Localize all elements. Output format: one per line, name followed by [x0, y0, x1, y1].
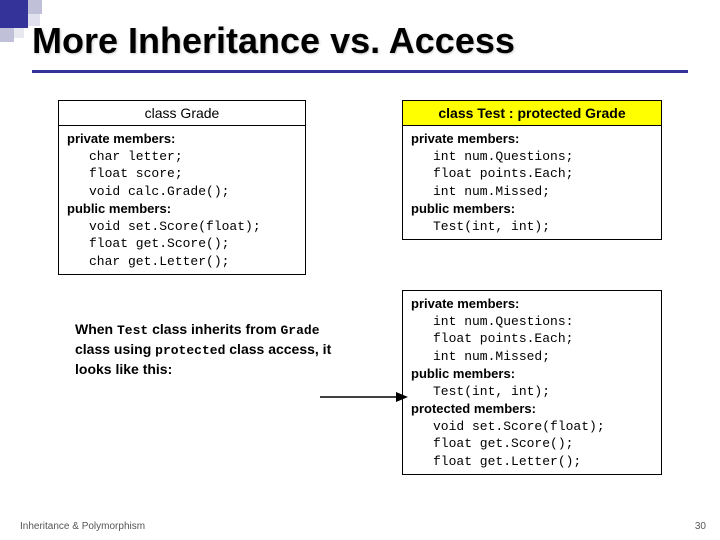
code-line: void calc.Grade(); — [67, 183, 297, 201]
code-line: void set.Score(float); — [411, 418, 653, 436]
code-line: float get.Score(); — [411, 435, 653, 453]
code-line: int num.Questions; — [411, 148, 653, 166]
caption-part: Grade — [281, 323, 320, 338]
decor-square — [14, 28, 24, 38]
test-body: private members:int num.Questions;float … — [403, 126, 661, 239]
caption-part: protected — [155, 343, 225, 358]
code-line: public members: — [411, 200, 653, 218]
decor-square — [28, 0, 42, 14]
code-line: float points.Each; — [411, 165, 653, 183]
code-line: Test(int, int); — [411, 218, 653, 236]
page-number: 30 — [695, 521, 706, 532]
code-line: float get.Letter(); — [411, 453, 653, 471]
arrow-icon — [320, 390, 410, 404]
code-line: private members: — [411, 295, 653, 313]
grade-class-box: class Grade private members:char letter;… — [58, 100, 306, 275]
caption-part: class using — [75, 341, 155, 357]
code-line: int num.Missed; — [411, 348, 653, 366]
grade-header-text: class Grade — [145, 105, 220, 121]
caption-part: When — [75, 321, 117, 337]
grade-body: private members:char letter;float score;… — [59, 126, 305, 274]
decor-square — [0, 0, 28, 28]
decor-square — [0, 28, 14, 42]
code-line: public members: — [411, 365, 653, 383]
title-underline — [32, 70, 688, 73]
corner-decoration — [0, 0, 28, 28]
page-title: More Inheritance vs. Access — [32, 20, 515, 62]
result-body: private members:int num.Questions:float … — [403, 291, 661, 474]
code-line: char letter; — [67, 148, 297, 166]
code-line: int num.Questions: — [411, 313, 653, 331]
test-class-box: class Test : protected Grade private mem… — [402, 100, 662, 240]
code-line: char get.Letter(); — [67, 253, 297, 271]
code-line: float get.Score(); — [67, 235, 297, 253]
code-line: float score; — [67, 165, 297, 183]
result-box: private members:int num.Questions:float … — [402, 290, 662, 475]
test-header: class Test : protected Grade — [403, 101, 661, 126]
caption-text: When Test class inherits from Grade clas… — [75, 320, 335, 380]
code-line: float points.Each; — [411, 330, 653, 348]
test-header-text: class Test : protected Grade — [438, 105, 625, 121]
code-line: private members: — [411, 130, 653, 148]
code-line: int num.Missed; — [411, 183, 653, 201]
caption-part: Test — [117, 323, 148, 338]
code-line: Test(int, int); — [411, 383, 653, 401]
footer-text: Inheritance & Polymorphism — [20, 521, 145, 532]
code-line: public members: — [67, 200, 297, 218]
caption-part: class inherits from — [148, 321, 280, 337]
grade-header: class Grade — [59, 101, 305, 126]
code-line: private members: — [67, 130, 297, 148]
code-line: protected members: — [411, 400, 653, 418]
code-line: void set.Score(float); — [67, 218, 297, 236]
